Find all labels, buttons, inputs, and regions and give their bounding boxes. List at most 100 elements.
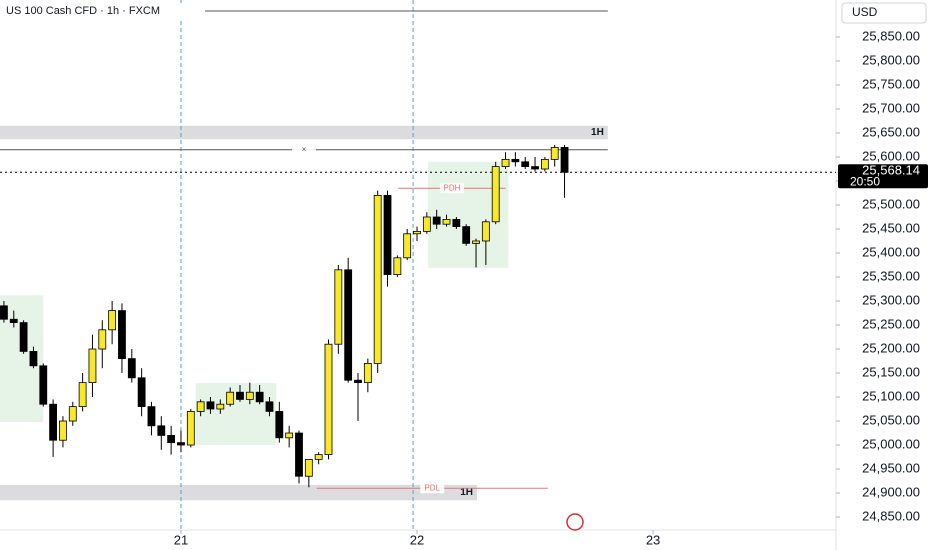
- candle-body: [118, 310, 126, 360]
- candle-body: [540, 158, 549, 170]
- currency: USD: [852, 5, 878, 19]
- candle-body: [147, 406, 156, 427]
- candle-body: [177, 442, 185, 446]
- y-tick-label: 24,900.00: [862, 484, 920, 499]
- level-label: PDH: [443, 183, 460, 192]
- candle-body: [354, 379, 362, 384]
- y-tick-label: 25,150.00: [862, 364, 920, 379]
- y-tick-label: 25,700.00: [862, 100, 920, 115]
- candle-body: [206, 401, 215, 410]
- candle-body: [98, 329, 107, 350]
- candle-body: [0, 305, 8, 320]
- chart-title: US 100 Cash CFD · 1h · FXCM: [6, 5, 160, 17]
- y-tick-label: 25,050.00: [862, 412, 920, 427]
- level-label-bg: [420, 483, 445, 494]
- candle-body: [275, 411, 284, 439]
- candle-body: [442, 218, 451, 225]
- candle-body: [334, 269, 343, 345]
- candle-body: [373, 194, 382, 364]
- candle-body: [255, 391, 264, 403]
- candle-body: [78, 382, 87, 408]
- candle-body: [216, 403, 225, 410]
- y-tick-label: 25,200.00: [862, 340, 920, 355]
- zone-label: 1H: [460, 487, 473, 498]
- candle-body: [245, 391, 254, 400]
- candle-body: [383, 194, 392, 276]
- candle-body: [324, 343, 333, 456]
- last-price-box: [838, 164, 928, 189]
- level-label: ×: [302, 145, 307, 154]
- zone-label: 1H: [591, 127, 604, 138]
- candle-body: [39, 365, 48, 405]
- y-tick-label: 24,950.00: [862, 460, 920, 475]
- candle-body: [413, 230, 421, 235]
- y-tick-label: 25,350.00: [862, 268, 920, 283]
- candle-body: [501, 158, 510, 167]
- candle-body: [127, 358, 136, 379]
- candle-body: [344, 269, 353, 381]
- candle-body: [226, 391, 235, 405]
- candle-body: [88, 348, 97, 384]
- y-tick-label: 24,850.00: [862, 508, 920, 523]
- candle-body: [314, 454, 323, 460]
- candle-body: [511, 158, 520, 163]
- y-tick-label: 25,800.00: [862, 52, 920, 67]
- level-label: PDL: [424, 483, 440, 492]
- plot: 1H 1H × PDH PDL: [0, 0, 836, 530]
- candle-body: [481, 221, 490, 242]
- currency-box[interactable]: [841, 2, 927, 24]
- x-tick-label: 22: [410, 532, 424, 547]
- level-label-bg: [439, 183, 464, 194]
- candle-body: [432, 216, 441, 225]
- candle-body: [393, 257, 402, 276]
- candle-body: [137, 377, 146, 408]
- x-tick-label: 21: [174, 532, 188, 547]
- candle-body: [236, 391, 244, 400]
- y-tick-label: 25,750.00: [862, 76, 920, 91]
- candle-body: [9, 318, 18, 324]
- countdown: 20:50: [850, 174, 880, 188]
- candle-body: [196, 401, 205, 412]
- zone-band: [0, 484, 478, 501]
- x-tick-label: 23: [646, 532, 660, 547]
- candle-body: [304, 459, 313, 477]
- candle-body: [265, 401, 274, 412]
- candle-body: [462, 226, 471, 244]
- candle-body: [472, 240, 480, 244]
- y-tick-label: 25,000.00: [862, 436, 920, 451]
- y-tick-label: 25,450.00: [862, 220, 920, 235]
- zone-band: [0, 125, 608, 140]
- y-tick-label: 25,650.00: [862, 124, 920, 139]
- candle-body: [186, 411, 195, 446]
- price-axis-bg: [836, 0, 932, 550]
- candle-body: [68, 406, 77, 422]
- candle-body: [550, 146, 559, 160]
- flag-icon[interactable]: [566, 513, 584, 531]
- candle-body: [285, 432, 294, 439]
- candle-body: [49, 403, 58, 441]
- y-tick-label: 25,850.00: [862, 28, 920, 43]
- candle-body: [363, 363, 372, 384]
- candle-body: [295, 432, 303, 477]
- y-tick-label: 25,500.00: [862, 196, 920, 211]
- candle-body: [29, 351, 38, 367]
- title-bg: [0, 3, 205, 19]
- candle-body: [422, 216, 431, 232]
- candle-body: [491, 166, 500, 223]
- zone-box: [195, 383, 277, 446]
- y-tick-label: 25,600.00: [862, 148, 920, 163]
- y-tick-label: 25,100.00: [862, 388, 920, 403]
- candle-body: [403, 233, 412, 259]
- candle-body: [452, 218, 461, 227]
- last-price-label: 25,568.14: [862, 163, 920, 178]
- y-tick-label: 25,300.00: [862, 292, 920, 307]
- y-tick-label: 25,400.00: [862, 244, 920, 259]
- candle-body: [19, 322, 28, 352]
- candle-body: [531, 166, 539, 170]
- candle-body: [59, 420, 67, 441]
- candle-body: [560, 146, 569, 173]
- y-tick-label: 25,250.00: [862, 316, 920, 331]
- candle-body: [167, 435, 176, 444]
- candle-body: [157, 425, 166, 436]
